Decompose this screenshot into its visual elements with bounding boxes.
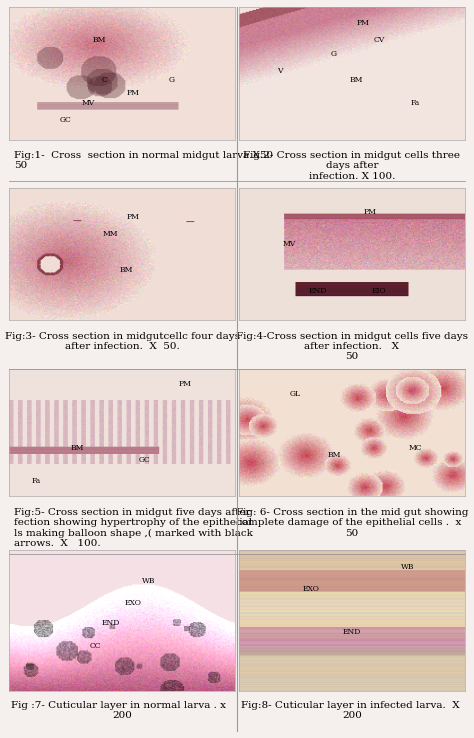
Text: MC: MC [408, 444, 422, 452]
Text: EXO: EXO [125, 599, 142, 607]
Text: BM: BM [350, 76, 363, 84]
Text: Fig.2- Cross section in midgut cells three days after
infection. X 100.: Fig.2- Cross section in midgut cells thr… [243, 151, 460, 181]
Text: Fig:5- Cross section in midgut five days after
fection showing hypertrophy of th: Fig:5- Cross section in midgut five days… [14, 508, 253, 548]
Text: EIO: EIO [372, 287, 386, 295]
Text: Fig:4-Cross section in midgut cells five days after infection.   X
50: Fig:4-Cross section in midgut cells five… [236, 331, 468, 362]
Text: BM: BM [70, 444, 84, 452]
Text: PM: PM [127, 89, 140, 97]
Text: EXO: EXO [303, 585, 320, 593]
Text: Fa: Fa [410, 99, 419, 106]
Text: WB: WB [142, 577, 156, 584]
Text: PM: PM [364, 208, 376, 216]
Text: Fig:8- Cuticular layer in infected larva.  X  200: Fig:8- Cuticular layer in infected larva… [241, 700, 463, 720]
Text: GC: GC [139, 456, 151, 464]
Text: G: G [331, 49, 337, 58]
Text: WB: WB [401, 563, 415, 570]
Text: END: END [101, 619, 120, 627]
Text: C: C [101, 76, 107, 84]
Text: END: END [343, 627, 361, 635]
Text: PM: PM [127, 213, 140, 221]
Text: Fig: 6- Cross section in the mid gut showing
complete damage of the epithelial c: Fig: 6- Cross section in the mid gut sho… [236, 508, 468, 537]
Text: CC: CC [89, 642, 101, 649]
Text: MV: MV [282, 240, 295, 248]
Text: Fig:1-  Cross  section in normal midgut larva.X50
50: Fig:1- Cross section in normal midgut la… [14, 151, 273, 170]
Text: PM: PM [179, 380, 191, 388]
Text: Fa: Fa [32, 477, 41, 485]
Text: Fig :7- Cuticular layer in normal larva . x   200: Fig :7- Cuticular layer in normal larva … [11, 700, 233, 720]
Text: GC: GC [60, 116, 72, 124]
Text: BM: BM [93, 36, 106, 44]
Text: GL: GL [290, 390, 301, 399]
Text: BM: BM [120, 266, 133, 275]
Text: MV: MV [82, 99, 95, 106]
Text: Fig:3- Cross section in midgutcellc four days
after infection.  X  50.: Fig:3- Cross section in midgutcellc four… [5, 331, 240, 351]
Text: V: V [277, 67, 283, 75]
Text: CV: CV [374, 36, 384, 44]
Text: G: G [169, 76, 175, 84]
Text: BM: BM [327, 452, 340, 459]
Text: END: END [309, 287, 327, 295]
Text: MM: MM [103, 230, 118, 238]
Text: PM: PM [357, 19, 370, 27]
